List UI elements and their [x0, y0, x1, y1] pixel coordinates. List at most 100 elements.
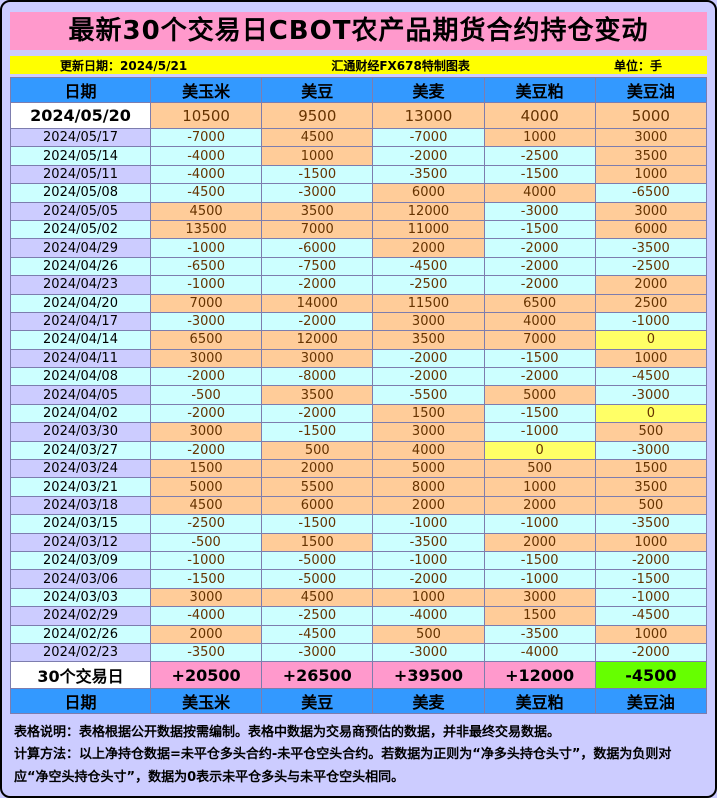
date-cell: 2024/03/21: [10, 477, 151, 497]
date-cell: 2024/03/27: [10, 440, 151, 461]
value-cell: -5500: [372, 385, 485, 405]
value-cell: -1000: [372, 550, 485, 571]
value-cell: -4500: [594, 367, 708, 387]
column-header: 日期: [10, 77, 151, 103]
value-cell: 1000: [594, 164, 708, 185]
value-cell: 2000: [594, 275, 708, 295]
value-cell: 3000: [594, 127, 708, 148]
value-cell: -2000: [149, 403, 263, 424]
value-cell: 4000: [483, 183, 596, 203]
column-header: 美麦: [372, 77, 485, 103]
date-cell: 2024/03/18: [10, 495, 151, 516]
value-cell: -5000: [261, 550, 374, 571]
date-cell: 2024/03/30: [10, 422, 151, 442]
value-cell: -4500: [594, 606, 708, 626]
value-cell: 5000: [372, 459, 485, 479]
value-cell: -2500: [261, 606, 374, 626]
note-table-description: 表格说明：表格根据公开数据按需编制。表格中数据为交易商预估的数据，并非最终交易数…: [14, 725, 561, 741]
value-cell: 7000: [483, 330, 596, 350]
value-cell: -2500: [372, 275, 485, 295]
value-cell: -4000: [483, 642, 596, 663]
value-cell: -1000: [149, 550, 263, 571]
table-row: 2024/02/26 2000 -4500 500 -3500 1000: [10, 624, 708, 644]
value-cell: -3500: [594, 238, 708, 258]
value-cell: -4000: [372, 606, 485, 626]
value-cell: 1500: [594, 459, 708, 479]
value-cell: -3000: [483, 201, 596, 221]
value-cell: 5000: [594, 102, 708, 129]
value-cell: 2000: [483, 495, 596, 516]
value-cell: -1500: [594, 569, 708, 589]
value-cell: 3500: [594, 146, 708, 166]
date-cell: 2024/04/20: [10, 293, 151, 313]
value-cell: -2000: [261, 275, 374, 295]
value-cell: -6500: [149, 256, 263, 277]
value-cell: 3000: [594, 201, 708, 221]
table-row: 2024/03/27 -2000 500 4000 0 -3000: [10, 440, 708, 461]
date-cell: 2024/05/17: [10, 127, 151, 148]
value-cell: 3000: [149, 422, 263, 442]
date-cell: 2024/04/14: [10, 330, 151, 350]
value-cell: 500: [483, 459, 596, 479]
date-cell: 2024/02/23: [10, 642, 151, 663]
value-cell: -1000: [372, 514, 485, 534]
value-cell: 3500: [372, 330, 485, 350]
value-cell: 2000: [149, 624, 263, 644]
table-row: 2024/04/02 -2000 -2000 1500 -1500 0: [10, 403, 708, 424]
date-cell: 2024/03/06: [10, 569, 151, 589]
date-cell: 2024/05/14: [10, 146, 151, 166]
value-cell: -1500: [483, 550, 596, 571]
info-bar: 更新日期：2024/5/21 汇通财经FX678特制图表 单位：手: [10, 56, 707, 74]
value-cell: -8000: [261, 367, 374, 387]
value-cell: 3000: [149, 348, 263, 369]
value-cell: 3000: [261, 348, 374, 369]
column-header: 美豆: [261, 77, 374, 103]
value-cell: 6000: [594, 219, 708, 240]
table-row: 2024/04/23 -1000 -2000 -2500 -2000 2000: [10, 275, 708, 295]
date-cell: 2024/04/17: [10, 311, 151, 332]
update-date-label: 更新日期：2024/5/21: [60, 58, 188, 73]
value-cell: -6500: [594, 183, 708, 203]
value-cell: -3000: [594, 385, 708, 405]
value-cell: -1000: [594, 587, 708, 608]
value-cell: 2000: [372, 495, 485, 516]
table-row: 2024/04/17 -3000 -2000 3000 4000 -1000: [10, 311, 708, 332]
value-cell: 0: [594, 403, 708, 424]
value-cell: 6500: [483, 293, 596, 313]
value-cell: 2000: [372, 238, 485, 258]
table-row: 2024/04/29 -1000 -6000 2000 -2000 -3500: [10, 238, 708, 258]
table-row: 2024/05/02 13500 7000 11000 -1500 6000: [10, 219, 708, 240]
column-header: 美豆: [261, 688, 374, 715]
date-cell: 2024/04/11: [10, 348, 151, 369]
value-cell: -500: [149, 532, 263, 552]
value-cell: 0: [594, 330, 708, 350]
value-cell: -3000: [261, 183, 374, 203]
column-header: 美玉米: [149, 77, 263, 103]
footer-header-row: 日期 美玉米 美豆 美麦 美豆粕 美豆油: [10, 688, 708, 715]
column-header: 美玉米: [149, 688, 263, 715]
value-cell: 1000: [594, 532, 708, 552]
column-header: 美豆油: [594, 688, 708, 715]
value-cell: 10500: [149, 102, 263, 129]
table-row: 2024/03/18 4500 6000 2000 2000 500: [10, 495, 708, 516]
value-cell: -2000: [261, 311, 374, 332]
summary-label: 30个交易日: [10, 661, 151, 690]
date-cell: 2024/03/24: [10, 459, 151, 479]
value-cell: -4000: [149, 164, 263, 185]
value-cell: 500: [594, 422, 708, 442]
summary-value: +20500: [149, 661, 263, 690]
date-cell: 2024/03/03: [10, 587, 151, 608]
value-cell: -2000: [372, 569, 485, 589]
value-cell: -1000: [483, 569, 596, 589]
value-cell: 1000: [594, 348, 708, 369]
column-header: 美豆粕: [483, 688, 596, 715]
date-cell: 2024/02/26: [10, 624, 151, 644]
table-row: 2024/05/05 4500 3500 12000 -3000 3000: [10, 201, 708, 221]
table-row: 2024/02/29 -4000 -2500 -4000 1500 -4500: [10, 606, 708, 626]
value-cell: -2000: [149, 367, 263, 387]
value-cell: -2500: [149, 514, 263, 534]
date-cell: 2024/04/05: [10, 385, 151, 405]
value-cell: -2000: [149, 440, 263, 461]
value-cell: -2000: [594, 550, 708, 571]
